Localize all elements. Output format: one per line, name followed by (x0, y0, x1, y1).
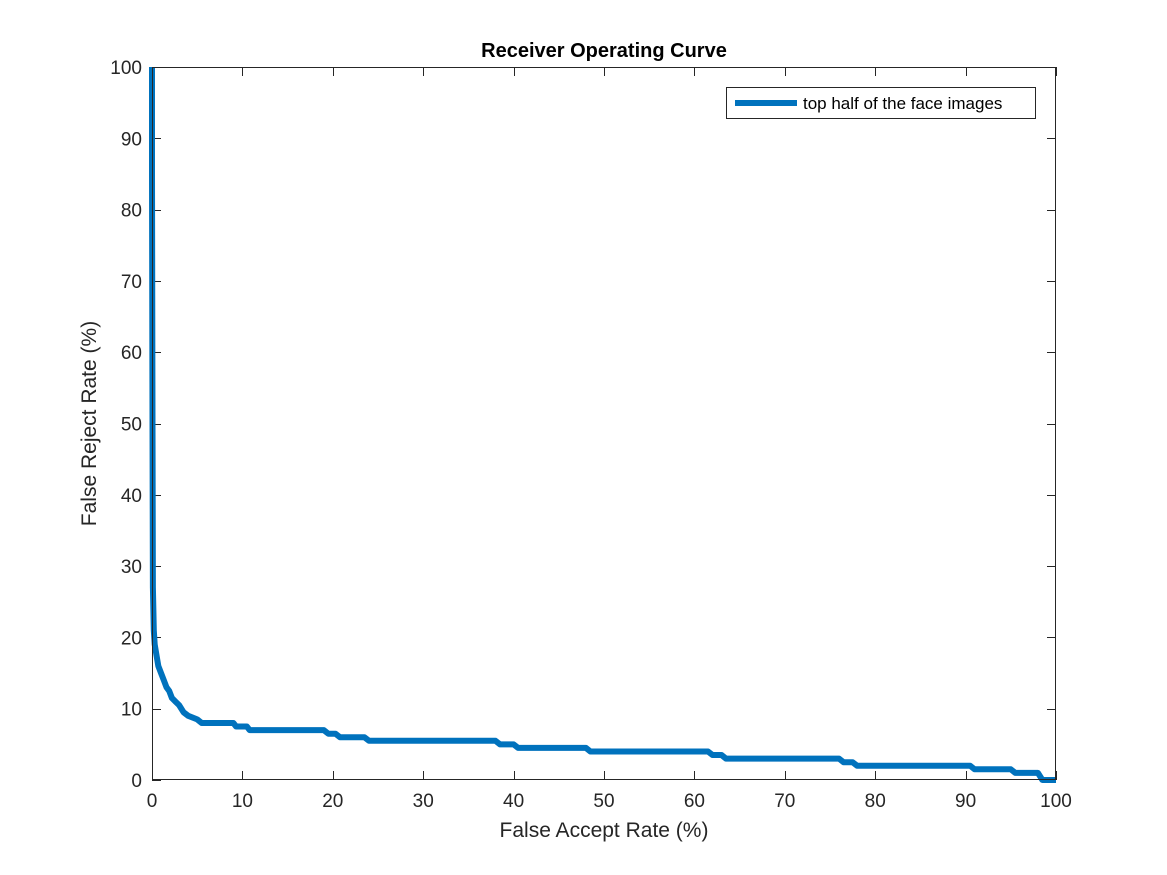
plot-area (152, 67, 1056, 780)
tick-labels: 0 10 20 30 40 50 60 70 80 90 100 0 10 20 30 40 50 60 70 80 9… (110, 58, 1072, 812)
x-tick-label-30: 30 (413, 791, 434, 812)
x-tick-label-50: 50 (593, 791, 614, 812)
x-tick-label-90: 90 (955, 791, 976, 812)
legend: top half of the face images (726, 87, 1036, 119)
x-tick-label-100: 100 (1040, 791, 1072, 812)
series-line (149, 67, 1056, 783)
x-tick-label-0: 0 (147, 791, 158, 812)
x-tick-label-10: 10 (232, 791, 253, 812)
legend-label: top half of the face images (803, 94, 1002, 113)
x-tick-label-70: 70 (774, 791, 795, 812)
y-tick-label-0: 0 (131, 771, 142, 792)
x-tick-label-40: 40 (503, 791, 524, 812)
chart-title: Receiver Operating Curve (481, 40, 727, 62)
x-tick-label-80: 80 (865, 791, 886, 812)
y-tick-label-70: 70 (121, 272, 142, 293)
y-tick-label-60: 60 (121, 343, 142, 364)
y-tick-label-40: 40 (121, 486, 142, 507)
y-tick-label-80: 80 (121, 201, 142, 222)
x-tick-label-60: 60 (684, 791, 705, 812)
y-tick-label-50: 50 (121, 415, 142, 436)
y-axis-label: False Reject Rate (%) (78, 321, 101, 526)
y-tick-label-30: 30 (121, 557, 142, 578)
y-tick-label-20: 20 (121, 628, 142, 649)
plot-box (152, 67, 1056, 780)
x-axis-label: False Accept Rate (%) (500, 819, 709, 842)
y-tick-label-10: 10 (121, 700, 142, 721)
x-tick-label-20: 20 (322, 791, 343, 812)
y-tick-label-100: 100 (110, 58, 142, 79)
y-tick-label-90: 90 (121, 129, 142, 150)
